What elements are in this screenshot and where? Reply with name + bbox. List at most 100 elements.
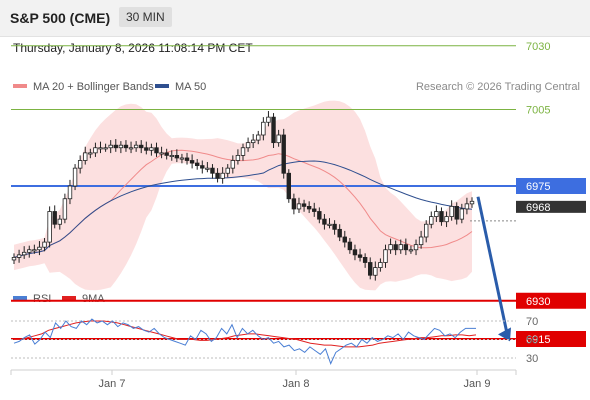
forecast-arrow-head bbox=[498, 327, 511, 342]
candle-body bbox=[332, 223, 337, 230]
candle-body bbox=[103, 147, 108, 150]
candle bbox=[215, 168, 220, 183]
candle bbox=[11, 253, 17, 265]
candle bbox=[159, 146, 164, 159]
candle bbox=[52, 205, 57, 229]
level-label-6915: 6915 bbox=[526, 334, 550, 346]
candle bbox=[184, 152, 190, 165]
candle bbox=[128, 141, 134, 154]
candle bbox=[37, 241, 42, 256]
candle-body bbox=[16, 254, 22, 258]
candle-body bbox=[398, 244, 403, 251]
candle-body bbox=[276, 134, 281, 144]
candle-body bbox=[423, 223, 429, 238]
candle bbox=[322, 214, 327, 230]
candle bbox=[261, 117, 266, 141]
timeframe-badge[interactable]: 30 MIN bbox=[119, 7, 172, 27]
candle bbox=[383, 244, 388, 268]
candle bbox=[67, 179, 73, 205]
candle bbox=[454, 202, 459, 225]
main-legend: MA 20 + Bollinger Bands MA 50 Research ©… bbox=[13, 81, 580, 93]
candle bbox=[77, 155, 83, 174]
candle bbox=[393, 240, 398, 256]
candle-body bbox=[169, 154, 174, 157]
candle bbox=[444, 211, 449, 228]
candle-body bbox=[444, 216, 449, 223]
candle bbox=[301, 199, 307, 212]
candle bbox=[312, 202, 317, 217]
candle-body bbox=[21, 251, 27, 256]
datetime-label: Thursday, January 8, 2026 11:08:14 PM CE… bbox=[13, 41, 253, 55]
candle bbox=[235, 149, 241, 165]
candle bbox=[42, 238, 47, 252]
candle-body bbox=[98, 147, 103, 150]
x-axis: Jan 7 Jan 8 Jan 9 bbox=[10, 370, 517, 390]
candle-body bbox=[154, 147, 159, 154]
candle bbox=[403, 238, 409, 256]
candle bbox=[133, 141, 139, 152]
candle-body bbox=[281, 134, 286, 174]
candle bbox=[47, 206, 52, 248]
ma50-line bbox=[13, 160, 473, 258]
candle bbox=[271, 113, 276, 149]
candle-body bbox=[317, 211, 322, 220]
symbol-title: S&P 500 (CME) bbox=[10, 10, 111, 26]
candle bbox=[398, 239, 403, 254]
candle-body bbox=[388, 244, 393, 251]
candle-body bbox=[429, 216, 434, 225]
candle-body bbox=[215, 172, 220, 179]
candle bbox=[459, 203, 465, 224]
level-label-6930: 6930 bbox=[526, 296, 550, 308]
candle bbox=[342, 230, 347, 248]
candle bbox=[57, 215, 62, 230]
candle bbox=[194, 158, 200, 170]
candle bbox=[139, 140, 144, 154]
candle-body bbox=[464, 203, 470, 210]
rsi-line bbox=[13, 318, 476, 365]
candle-body bbox=[164, 152, 169, 156]
forecast-arrow-shaft bbox=[476, 196, 509, 334]
candle-body bbox=[42, 241, 47, 248]
legend-swatch-rsi bbox=[13, 296, 27, 300]
candle-body bbox=[439, 211, 444, 223]
candle bbox=[93, 142, 98, 157]
candle-body bbox=[179, 157, 185, 160]
x-tick-label: Jan 7 bbox=[99, 378, 126, 390]
candle-body bbox=[205, 167, 210, 170]
candle bbox=[123, 140, 129, 152]
candle-body bbox=[149, 147, 154, 151]
candle bbox=[88, 148, 93, 159]
candle-body bbox=[286, 172, 291, 200]
candle bbox=[108, 140, 113, 154]
candle-body bbox=[291, 198, 297, 210]
candle bbox=[362, 253, 368, 268]
candle-body bbox=[342, 236, 347, 243]
candle bbox=[266, 111, 271, 127]
candle-body bbox=[47, 211, 52, 243]
candle-body bbox=[312, 208, 317, 212]
candle bbox=[103, 143, 108, 152]
candle bbox=[256, 130, 261, 145]
candle bbox=[72, 164, 78, 191]
candle bbox=[118, 141, 124, 154]
candle bbox=[439, 207, 444, 226]
candle bbox=[449, 200, 454, 221]
candle-body bbox=[261, 121, 266, 136]
candle-body bbox=[327, 223, 332, 226]
candle bbox=[418, 230, 424, 249]
candle bbox=[250, 133, 256, 149]
candle bbox=[16, 249, 22, 263]
candle-body bbox=[88, 152, 93, 155]
level-label-6975: 6975 bbox=[526, 181, 550, 193]
candle-body bbox=[184, 157, 190, 161]
level-label-7005: 7005 bbox=[526, 105, 550, 117]
candle bbox=[225, 164, 230, 178]
candle bbox=[276, 129, 281, 147]
candle bbox=[245, 137, 251, 152]
candle-body bbox=[194, 162, 200, 167]
candle bbox=[286, 169, 291, 203]
candle bbox=[306, 201, 312, 214]
last-price-tag bbox=[516, 200, 586, 213]
candle-body bbox=[174, 154, 180, 159]
